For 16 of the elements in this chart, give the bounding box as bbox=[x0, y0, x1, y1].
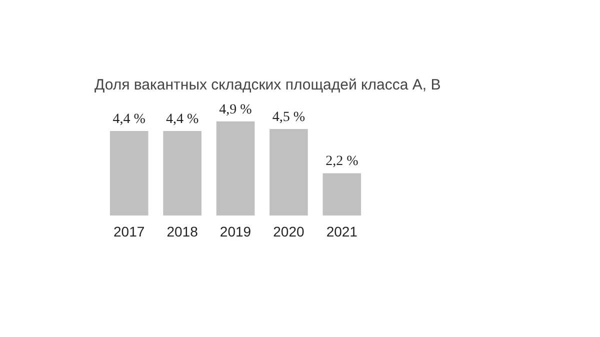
bar bbox=[216, 121, 255, 216]
x-tick-label: 2021 bbox=[326, 224, 358, 240]
x-tick-label: 2019 bbox=[220, 224, 252, 240]
bar bbox=[110, 130, 148, 216]
data-label: 4,4 % bbox=[112, 112, 146, 127]
data-label: 2,2 % bbox=[326, 154, 359, 170]
data-label: 4,5 % bbox=[272, 110, 306, 126]
data-label: 4,4 % bbox=[166, 112, 199, 127]
chart-title: Доля вакантных складских площадей класса А, В bbox=[94, 76, 441, 94]
x-tick-label: 2018 bbox=[166, 224, 198, 240]
x-tick-label: 2017 bbox=[114, 224, 145, 240]
bar bbox=[322, 173, 362, 216]
bar bbox=[163, 130, 202, 216]
x-tick-label: 2020 bbox=[273, 224, 304, 240]
data-label: 4,9 % bbox=[219, 102, 252, 118]
bar bbox=[270, 129, 308, 216]
